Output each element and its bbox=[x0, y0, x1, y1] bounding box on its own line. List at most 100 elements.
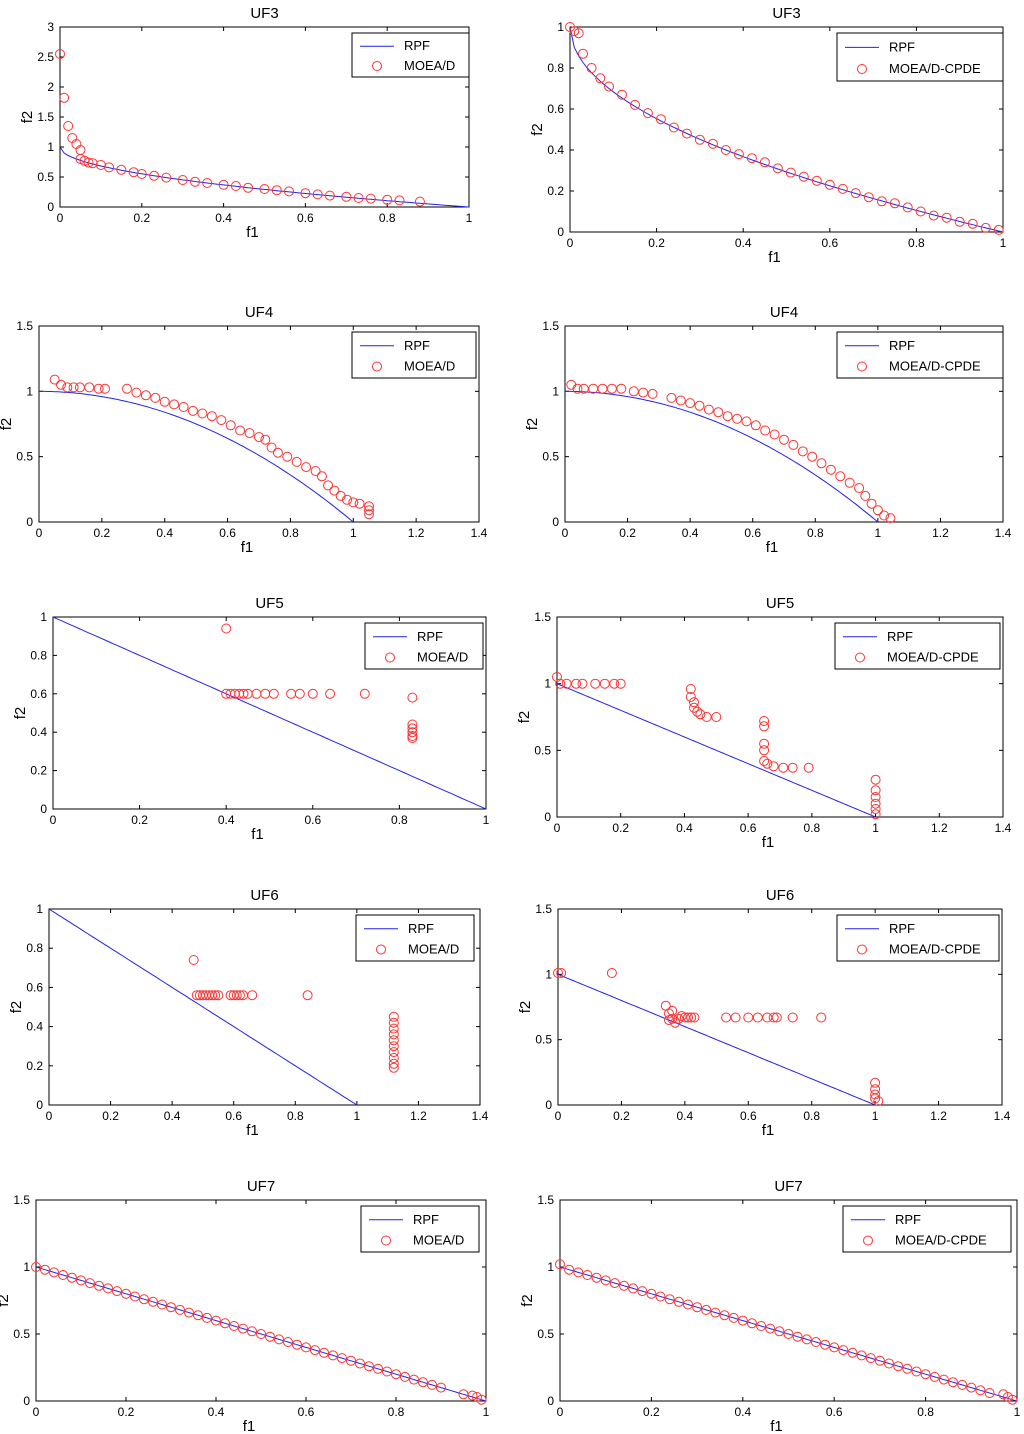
data-point bbox=[94, 1280, 104, 1291]
data-point bbox=[354, 498, 365, 509]
data-point bbox=[681, 128, 692, 139]
data-point bbox=[686, 1012, 697, 1023]
data-point bbox=[647, 388, 658, 399]
data-point bbox=[323, 480, 334, 491]
x-tick-label: 0 bbox=[562, 526, 569, 540]
x-tick-label: 1.4 bbox=[471, 526, 488, 540]
data-point bbox=[628, 386, 639, 397]
legend-label-series: MOEA/D bbox=[404, 359, 455, 374]
data-point bbox=[159, 396, 170, 407]
data-point bbox=[874, 1355, 885, 1366]
data-point bbox=[771, 1012, 782, 1023]
x-tick-label: 0.2 bbox=[118, 1405, 135, 1419]
data-point bbox=[870, 809, 881, 820]
legend-marker-swatch bbox=[376, 944, 386, 955]
data-point bbox=[353, 193, 364, 203]
data-point bbox=[407, 723, 418, 734]
data-point bbox=[130, 1291, 140, 1302]
data-point bbox=[941, 212, 952, 223]
data-point bbox=[615, 678, 626, 689]
data-point bbox=[759, 721, 770, 732]
data-point bbox=[302, 990, 313, 1001]
data-point bbox=[382, 194, 393, 205]
legend: RPF MOEA/D bbox=[364, 622, 484, 670]
data-point bbox=[863, 192, 874, 203]
y-tick-label: 0 bbox=[544, 810, 551, 824]
data-point bbox=[76, 1275, 86, 1286]
data-point bbox=[58, 1270, 68, 1280]
data-point bbox=[920, 1369, 931, 1380]
legend-label-series: MOEA/D bbox=[417, 650, 468, 665]
reference-front-line bbox=[52, 616, 487, 810]
data-point bbox=[364, 501, 374, 512]
reference-front-line bbox=[39, 390, 354, 523]
data-point bbox=[759, 157, 770, 168]
data-point bbox=[388, 1029, 399, 1040]
data-point bbox=[689, 1012, 700, 1023]
data-point bbox=[260, 434, 271, 445]
x-tick-label: 0.8 bbox=[908, 236, 925, 250]
y-tick-label: 2.5 bbox=[37, 50, 54, 64]
data-point bbox=[56, 379, 66, 390]
chart-title: UF6 bbox=[766, 887, 794, 904]
legend: RPF MOEA/D bbox=[355, 914, 475, 962]
data-point bbox=[573, 28, 584, 39]
data-point bbox=[238, 1323, 248, 1334]
chart-title: UF4 bbox=[245, 304, 273, 321]
data-point bbox=[870, 785, 881, 796]
data-point bbox=[409, 1374, 419, 1385]
y-tick-label: 0.2 bbox=[26, 1059, 43, 1073]
x-tick-label: 0.4 bbox=[208, 1405, 225, 1419]
x-tick-label: 0 bbox=[57, 211, 64, 225]
y-axis-label: f2 bbox=[12, 707, 29, 720]
data-point bbox=[316, 471, 327, 482]
legend-label-series: MOEA/D-CPDE bbox=[889, 359, 981, 374]
data-point bbox=[730, 1012, 741, 1023]
data-point bbox=[348, 497, 359, 508]
data-point bbox=[609, 678, 620, 689]
data-point bbox=[975, 1385, 986, 1396]
reference-front-line bbox=[559, 1266, 1018, 1402]
x-tick-label: 0.8 bbox=[803, 1109, 820, 1123]
data-point bbox=[100, 383, 110, 394]
x-tick-label: 0.6 bbox=[225, 1109, 242, 1123]
x-tick-label: 0 bbox=[555, 1109, 562, 1123]
x-axis-label: f1 bbox=[251, 826, 264, 843]
y-tick-label: 1 bbox=[547, 1260, 554, 1274]
legend-label-series: MOEA/D bbox=[404, 58, 455, 73]
data-point bbox=[787, 762, 798, 773]
data-point bbox=[655, 114, 666, 125]
y-tick-label: 1.5 bbox=[537, 1193, 554, 1207]
data-point bbox=[928, 210, 939, 221]
legend-label-series: MOEA/D-CPDE bbox=[889, 61, 981, 76]
x-axis-label: f1 bbox=[766, 539, 779, 556]
y-tick-label: 1.5 bbox=[542, 319, 559, 333]
data-point bbox=[177, 175, 188, 185]
data-point bbox=[197, 408, 208, 419]
y-tick-label: 2 bbox=[47, 80, 54, 94]
data-point bbox=[820, 1339, 831, 1350]
legend-label-series: MOEA/D-CPDE bbox=[887, 650, 979, 665]
x-axis-label: f1 bbox=[770, 1418, 783, 1434]
data-point bbox=[824, 179, 835, 190]
data-point bbox=[83, 157, 94, 168]
data-point bbox=[750, 420, 761, 431]
data-point bbox=[854, 483, 865, 493]
data-point bbox=[555, 1259, 565, 1270]
x-tick-label: 0.4 bbox=[156, 526, 173, 540]
legend-marker-swatch bbox=[372, 361, 382, 372]
data-point bbox=[938, 1374, 949, 1385]
data-point bbox=[746, 1318, 757, 1329]
reference-front-line bbox=[565, 390, 879, 523]
data-point bbox=[915, 206, 926, 217]
data-point bbox=[564, 1264, 575, 1275]
data-point bbox=[259, 184, 270, 194]
legend-marker-swatch bbox=[857, 64, 867, 74]
legend-label-series: MOEA/D-CPDE bbox=[889, 942, 981, 957]
x-tick-label: 1.2 bbox=[410, 1109, 427, 1123]
x-tick-label: 0.6 bbox=[297, 211, 314, 225]
data-point bbox=[103, 1283, 113, 1294]
data-point bbox=[573, 1267, 584, 1278]
data-point bbox=[230, 181, 241, 191]
data-point bbox=[692, 706, 703, 717]
